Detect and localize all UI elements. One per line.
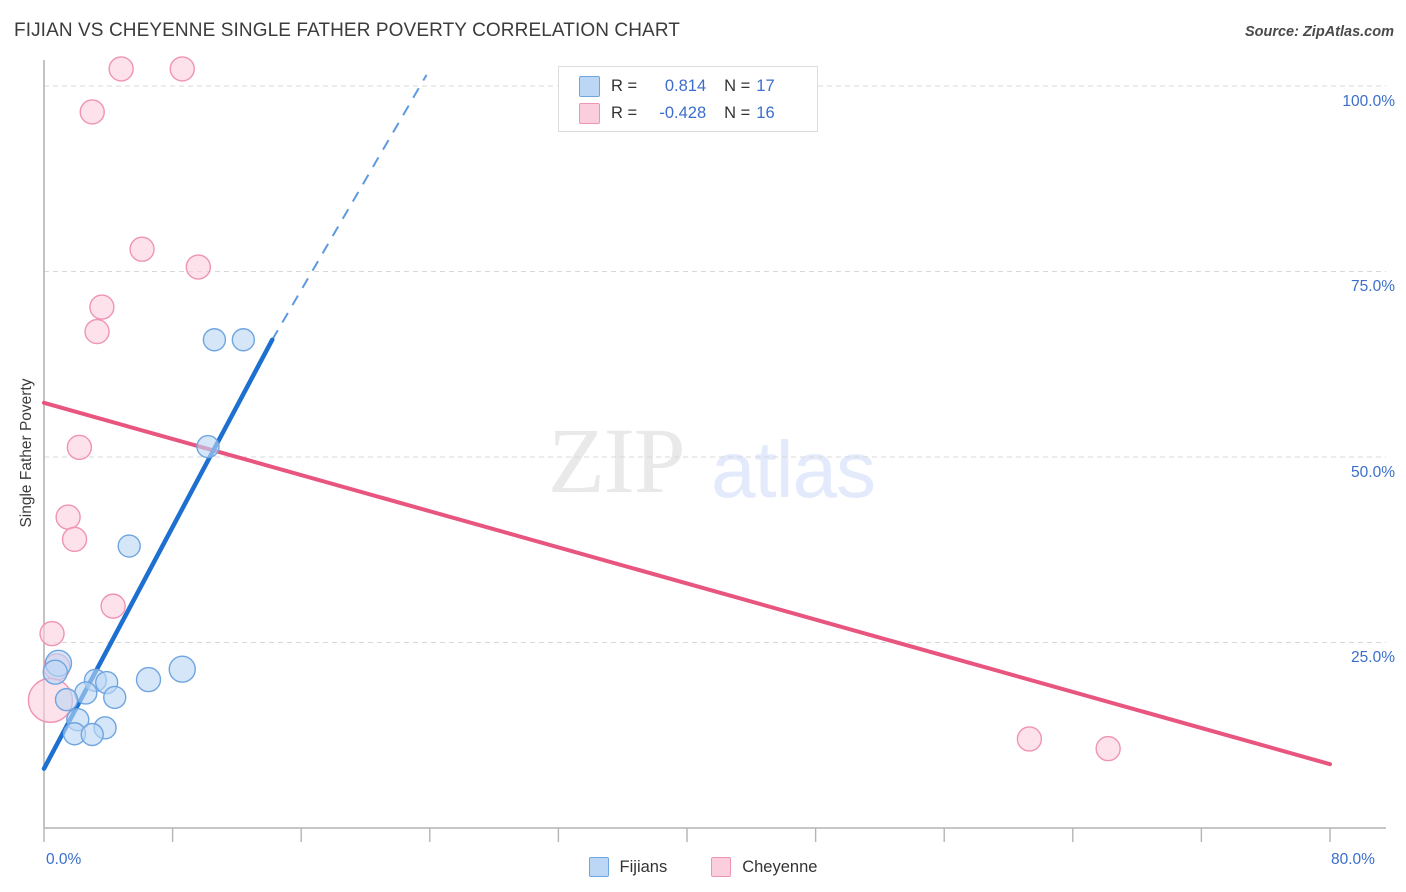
y-axis-tick-label: 75.0%: [1351, 278, 1395, 296]
r-label-fijians: R =: [611, 76, 638, 95]
x-axis-tick-label-min: 0.0%: [46, 851, 82, 868]
trendline-fijians-projection: [271, 74, 428, 341]
series-label-cheyenne: Cheyenne: [742, 857, 818, 876]
x-axis-tick-label-max: 80.0%: [1331, 851, 1375, 868]
scatter-point-cheyenne[interactable]: [84, 318, 110, 345]
r-label-cheyenne: R =: [611, 103, 638, 122]
scatter-point-fijians[interactable]: [80, 722, 104, 747]
n-label-cheyenne: N =: [724, 103, 751, 122]
scatter-point-fijians[interactable]: [231, 328, 256, 352]
n-value-fijians: 17: [756, 76, 775, 95]
r-value-cheyenne: -0.428: [659, 103, 707, 122]
series-swatch-icon-fijians: [588, 857, 609, 877]
scatter-point-fijians[interactable]: [54, 687, 79, 712]
scatter-point-cheyenne[interactable]: [61, 526, 88, 553]
series-swatch-icon-cheyenne: [711, 857, 732, 877]
source-attribution: Source: ZipAtlas.com: [1244, 24, 1394, 40]
series-legend-item-cheyenne[interactable]: Cheyenne: [711, 857, 817, 877]
scatter-point-cheyenne[interactable]: [169, 56, 195, 82]
scatter-point-fijians[interactable]: [135, 666, 162, 693]
scatter-point-fijians[interactable]: [42, 659, 68, 685]
scatter-point-fijians[interactable]: [117, 534, 141, 558]
scatter-point-cheyenne[interactable]: [89, 294, 115, 320]
n-label-fijians: N =: [724, 76, 751, 95]
scatter-point-fijians[interactable]: [168, 655, 196, 683]
scatter-point-cheyenne[interactable]: [79, 99, 105, 125]
trendline-cheyenne: [42, 400, 1332, 767]
scatter-point-fijians[interactable]: [196, 434, 220, 459]
series-legend-item-fijians[interactable]: Fijians: [588, 857, 668, 877]
legend-swatch-icon-cheyenne: [579, 102, 600, 124]
scatter-point-cheyenne[interactable]: [129, 236, 155, 262]
scatter-point-fijians[interactable]: [103, 685, 127, 710]
correlation-legend-row-fijians: R = 0.814 N = 17: [579, 73, 775, 99]
scatter-point-cheyenne[interactable]: [185, 254, 212, 280]
correlation-legend: R = 0.814 N = 17 R = -0.428 N = 16: [558, 66, 818, 132]
correlation-legend-row-cheyenne: R = -0.428 N = 16: [579, 100, 775, 126]
page-title: FIJIAN VS CHEYENNE SINGLE FATHER POVERTY…: [14, 20, 681, 41]
legend-swatch-icon-fijians: [579, 75, 600, 97]
trendline-fijians: [41, 337, 275, 771]
r-value-fijians: 0.814: [664, 76, 707, 95]
series-label-fijians: Fijians: [619, 857, 668, 876]
scatter-point-cheyenne[interactable]: [55, 504, 81, 530]
scatter-point-cheyenne[interactable]: [100, 593, 126, 619]
y-axis-tick-label: 100.0%: [1342, 92, 1395, 110]
y-axis-tick-label: 50.0%: [1351, 463, 1395, 481]
scatter-point-fijians[interactable]: [202, 328, 227, 352]
y-axis-tick-label: 25.0%: [1351, 649, 1395, 667]
scatter-point-cheyenne[interactable]: [66, 434, 93, 461]
scatter-point-cheyenne[interactable]: [39, 620, 65, 647]
series-legend: Fijians Cheyenne: [0, 850, 1406, 884]
n-value-cheyenne: 16: [756, 103, 775, 122]
scatter-point-cheyenne[interactable]: [1016, 726, 1043, 752]
scatter-point-cheyenne[interactable]: [108, 56, 134, 82]
scatter-point-cheyenne[interactable]: [1095, 735, 1121, 762]
